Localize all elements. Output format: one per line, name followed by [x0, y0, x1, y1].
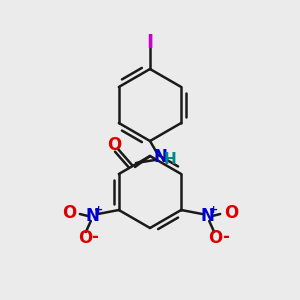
Text: N: N — [153, 148, 167, 166]
Text: I: I — [146, 32, 154, 52]
Text: -: - — [222, 228, 229, 246]
Text: +: + — [94, 205, 104, 215]
Text: O: O — [62, 204, 76, 222]
Text: H: H — [164, 152, 176, 167]
Text: N: N — [86, 207, 100, 225]
Text: O: O — [224, 204, 238, 222]
Text: O: O — [107, 136, 121, 154]
Text: O: O — [78, 229, 92, 247]
Text: O: O — [208, 229, 222, 247]
Text: +: + — [208, 205, 218, 215]
Text: N: N — [200, 207, 214, 225]
Text: -: - — [92, 228, 98, 246]
